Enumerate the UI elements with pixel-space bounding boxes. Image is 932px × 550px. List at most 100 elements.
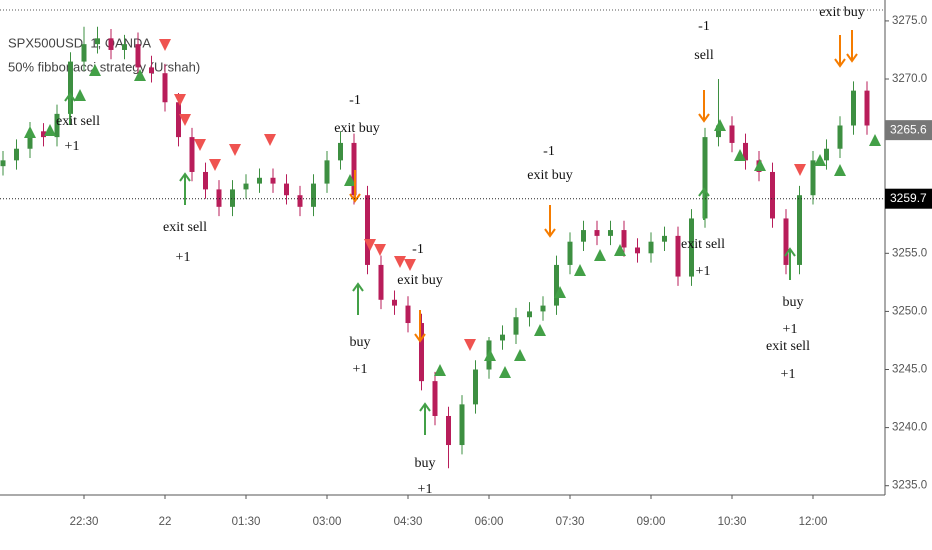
candle-body bbox=[0, 160, 6, 167]
signal-arrow-head bbox=[834, 58, 846, 68]
buy-triangle bbox=[734, 149, 746, 161]
candle-body bbox=[473, 369, 478, 405]
candle-body bbox=[783, 218, 789, 265]
buy-triangle bbox=[834, 164, 846, 176]
sell-triangle bbox=[194, 139, 206, 151]
candle-body bbox=[108, 38, 114, 50]
chart-title: SPX500USD, 1, OANDA bbox=[8, 35, 151, 50]
signal-label: buy bbox=[350, 335, 371, 350]
x-tick-label: 22 bbox=[159, 516, 172, 528]
buy-triangle bbox=[89, 64, 101, 76]
sell-triangle bbox=[394, 256, 406, 268]
candle-body bbox=[432, 381, 438, 416]
buy-triangle bbox=[814, 154, 826, 166]
candle-body bbox=[635, 247, 640, 254]
buy-triangle bbox=[594, 249, 606, 261]
sell-triangle bbox=[264, 134, 276, 146]
x-tick-label: 03:00 bbox=[313, 516, 342, 528]
candle-body bbox=[122, 44, 127, 50]
candle-body bbox=[729, 125, 735, 143]
buy-triangle bbox=[434, 364, 446, 376]
signal-arrow-head bbox=[544, 228, 556, 238]
price-box bbox=[885, 188, 932, 209]
candle-body bbox=[257, 177, 262, 184]
signal-label: exit buy bbox=[819, 5, 865, 20]
candle-body bbox=[81, 44, 87, 62]
signal-label: -1 bbox=[698, 19, 710, 34]
signal-arrow-head bbox=[698, 187, 710, 197]
x-tick-label: 10:30 bbox=[718, 516, 747, 528]
buy-triangle bbox=[574, 264, 586, 276]
signal-label: -1 bbox=[412, 242, 424, 257]
sell-triangle bbox=[159, 39, 171, 51]
candle-body bbox=[743, 142, 748, 161]
signal-arrow-head bbox=[64, 92, 76, 102]
candle-body bbox=[567, 241, 573, 265]
y-tick-label: 3255.0 bbox=[892, 247, 927, 259]
candle-body bbox=[419, 323, 424, 382]
signal-label: exit sell bbox=[56, 114, 100, 129]
candle-body bbox=[216, 189, 222, 207]
y-tick-label: 3240.0 bbox=[892, 422, 927, 434]
candle-body bbox=[392, 299, 397, 306]
buy-triangle bbox=[714, 119, 726, 131]
buy-triangle bbox=[44, 124, 56, 136]
x-tick-label: 06:00 bbox=[475, 516, 504, 528]
candle-body bbox=[162, 73, 168, 103]
price-box bbox=[885, 120, 932, 141]
chart-subtitle: 50% fibbonacci strategy (Urshah) bbox=[8, 59, 200, 74]
sell-triangle bbox=[794, 164, 806, 176]
candle-body bbox=[135, 44, 141, 68]
candle-body bbox=[351, 142, 357, 196]
candle-body bbox=[230, 189, 235, 207]
candle-body bbox=[189, 137, 195, 172]
signal-arrow-head bbox=[414, 333, 426, 343]
candle-body bbox=[41, 131, 46, 138]
candle-body bbox=[311, 183, 316, 207]
x-tick-label: 04:30 bbox=[394, 516, 423, 528]
candle-body bbox=[864, 90, 870, 126]
sell-triangle bbox=[464, 339, 476, 351]
signal-label: +1 bbox=[353, 362, 368, 377]
candle-body bbox=[405, 305, 411, 324]
signal-label: exit sell bbox=[681, 237, 725, 252]
buy-triangle bbox=[869, 134, 881, 146]
candle-body bbox=[770, 171, 775, 219]
sell-triangle bbox=[179, 114, 191, 126]
buy-triangle bbox=[614, 244, 626, 256]
candle-body bbox=[662, 235, 667, 242]
signal-arrow-head bbox=[698, 113, 710, 123]
signal-label: buy bbox=[783, 295, 804, 310]
candle-body bbox=[648, 241, 654, 254]
candle-body bbox=[27, 131, 33, 149]
buy-triangle bbox=[534, 324, 546, 336]
buy-triangle bbox=[754, 159, 766, 171]
y-tick-label: 3235.0 bbox=[892, 480, 927, 492]
signal-label: -1 bbox=[349, 93, 361, 108]
candle-body bbox=[716, 125, 721, 138]
candle-body bbox=[378, 264, 384, 300]
buy-triangle bbox=[554, 286, 566, 298]
candle-body bbox=[54, 113, 60, 138]
y-tick-label: 3250.0 bbox=[892, 305, 927, 317]
candle-body bbox=[68, 61, 73, 114]
candle-body bbox=[824, 148, 829, 161]
signal-label: +1 bbox=[696, 264, 711, 279]
candle-body bbox=[297, 195, 303, 207]
candle-body bbox=[284, 183, 289, 196]
candle-body bbox=[527, 311, 532, 318]
price-label: 3259.7 bbox=[890, 191, 927, 205]
candle-body bbox=[594, 230, 600, 236]
candle-body bbox=[14, 148, 19, 161]
candle-body bbox=[149, 67, 154, 74]
signal-arrow-head bbox=[352, 282, 364, 292]
signal-arrow-head bbox=[784, 247, 796, 257]
sell-triangle bbox=[404, 259, 416, 271]
signal-arrow-head bbox=[419, 402, 431, 412]
candle-body bbox=[324, 160, 330, 184]
x-tick-label: 09:00 bbox=[637, 516, 666, 528]
candle-body bbox=[554, 264, 559, 306]
signal-label: -1 bbox=[543, 144, 555, 159]
buy-triangle bbox=[344, 174, 356, 186]
